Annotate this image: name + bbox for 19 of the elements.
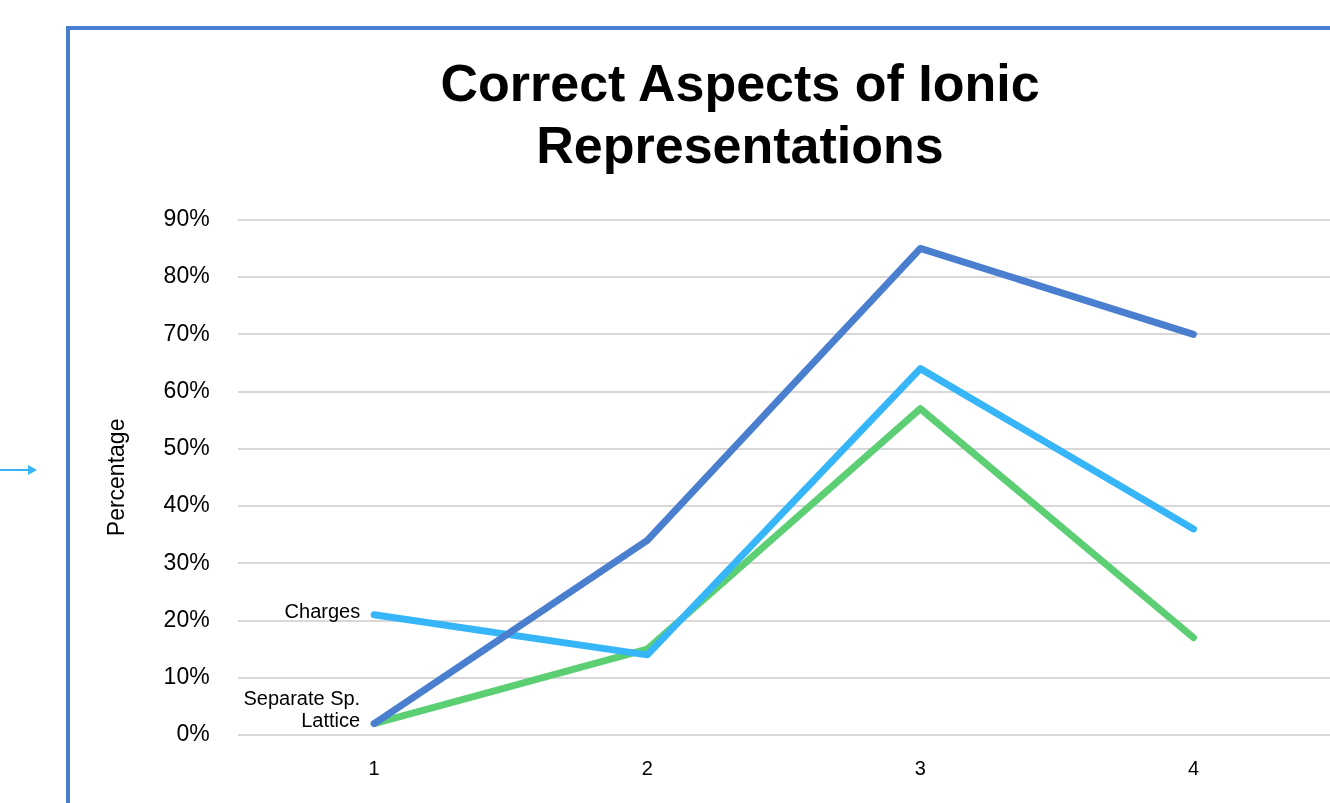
y-axis-title: Percentage <box>103 418 130 537</box>
y-tick-label: 30% <box>163 548 210 575</box>
y-tick-label: 60% <box>163 376 210 403</box>
series-label: Separate Sp. <box>243 687 361 710</box>
y-tick-label: 80% <box>163 262 210 289</box>
y-tick-label: 20% <box>163 605 210 632</box>
y-tick-label: 50% <box>163 434 210 461</box>
y-tick-label: 40% <box>163 491 210 518</box>
series-label: Charges <box>284 600 361 623</box>
chart-title: Correct Aspects of Ionic Representations <box>439 53 1041 176</box>
series-label: Lattice <box>301 709 361 732</box>
y-tick-label: 10% <box>163 663 210 690</box>
y-tick-label: 70% <box>163 319 210 346</box>
x-tick-label: 1 <box>368 756 380 779</box>
y-tick-label: 0% <box>176 720 210 747</box>
x-tick-label: 2 <box>641 756 653 779</box>
y-tick-label: 90% <box>163 205 210 232</box>
x-tick-label: 4 <box>1187 756 1200 779</box>
x-tick-label: 3 <box>914 756 926 779</box>
